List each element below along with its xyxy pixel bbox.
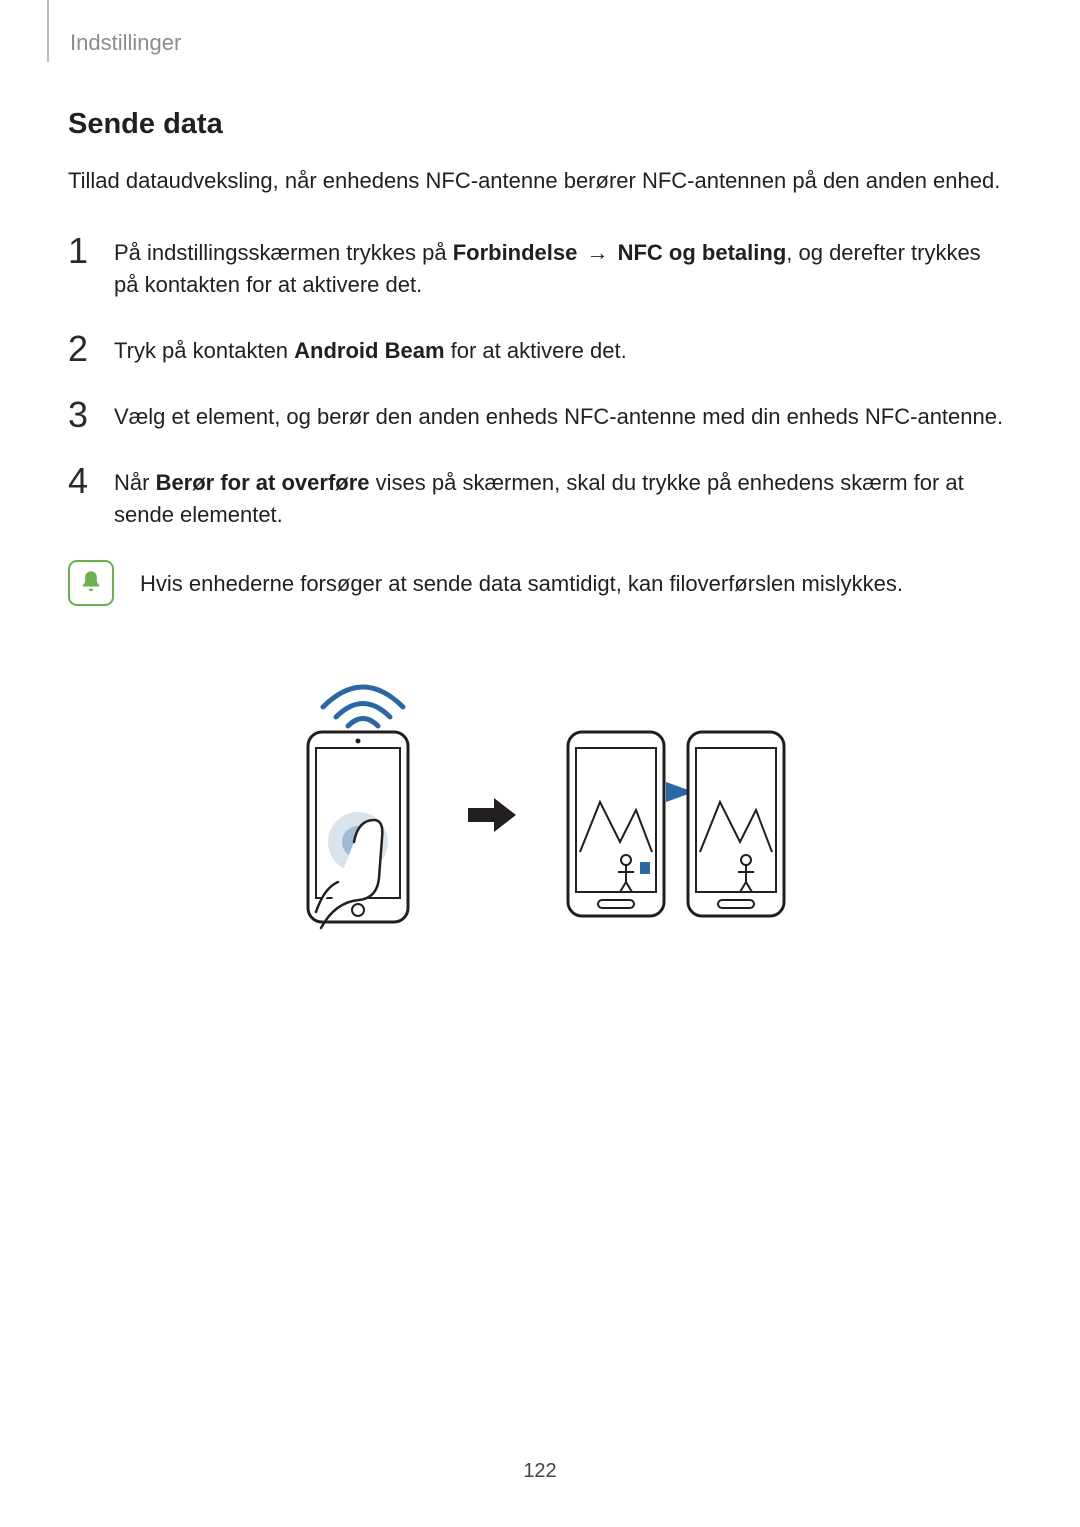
bold-text: NFC og betaling — [618, 240, 787, 265]
step-3: 3 Vælg et element, og berør den anden en… — [68, 397, 1008, 433]
step-4: 4 Når Berør for at overføre vises på skæ… — [68, 463, 1008, 531]
bell-icon — [68, 560, 114, 606]
step-number: 3 — [68, 397, 92, 433]
section-intro: Tillad dataudveksling, når enhedens NFC-… — [68, 165, 1008, 197]
text: Når — [114, 470, 156, 495]
header-breadcrumb: Indstillinger — [70, 30, 181, 56]
step-body: Tryk på kontakten Android Beam for at ak… — [114, 331, 627, 367]
text: Tryk på kontakten — [114, 338, 294, 363]
text: Vælg et element, og berør den anden enhe… — [114, 404, 1003, 429]
step-1: 1 På indstillingsskærmen trykkes på Forb… — [68, 233, 1008, 301]
step-number: 4 — [68, 463, 92, 499]
bold-text: Android Beam — [294, 338, 444, 363]
text: for at aktivere det. — [445, 338, 627, 363]
step-body: På indstillingsskærmen trykkes på Forbin… — [114, 233, 1008, 301]
step-number: 2 — [68, 331, 92, 367]
step-body: Vælg et element, og berør den anden enhe… — [114, 397, 1003, 433]
steps-list: 1 På indstillingsskærmen trykkes på Forb… — [68, 233, 1008, 531]
bold-text: Berør for at overføre — [156, 470, 370, 495]
note-callout: Hvis enhederne forsøger at sende data sa… — [68, 560, 1008, 606]
nfc-illustration — [68, 652, 1008, 942]
text: På indstillingsskærmen trykkes på — [114, 240, 453, 265]
step-body: Når Berør for at overføre vises på skærm… — [114, 463, 1008, 531]
note-text: Hvis enhederne forsøger at sende data sa… — [140, 560, 903, 600]
section-title: Sende data — [68, 108, 1008, 141]
step-2: 2 Tryk på kontakten Android Beam for at … — [68, 331, 1008, 367]
page-number: 122 — [0, 1460, 1080, 1483]
header-divider — [47, 0, 49, 62]
page-content: Sende data Tillad dataudveksling, når en… — [68, 108, 1008, 942]
bold-text: Forbindelse — [453, 240, 578, 265]
arrow-text: → — [577, 240, 617, 265]
step-number: 1 — [68, 233, 92, 269]
